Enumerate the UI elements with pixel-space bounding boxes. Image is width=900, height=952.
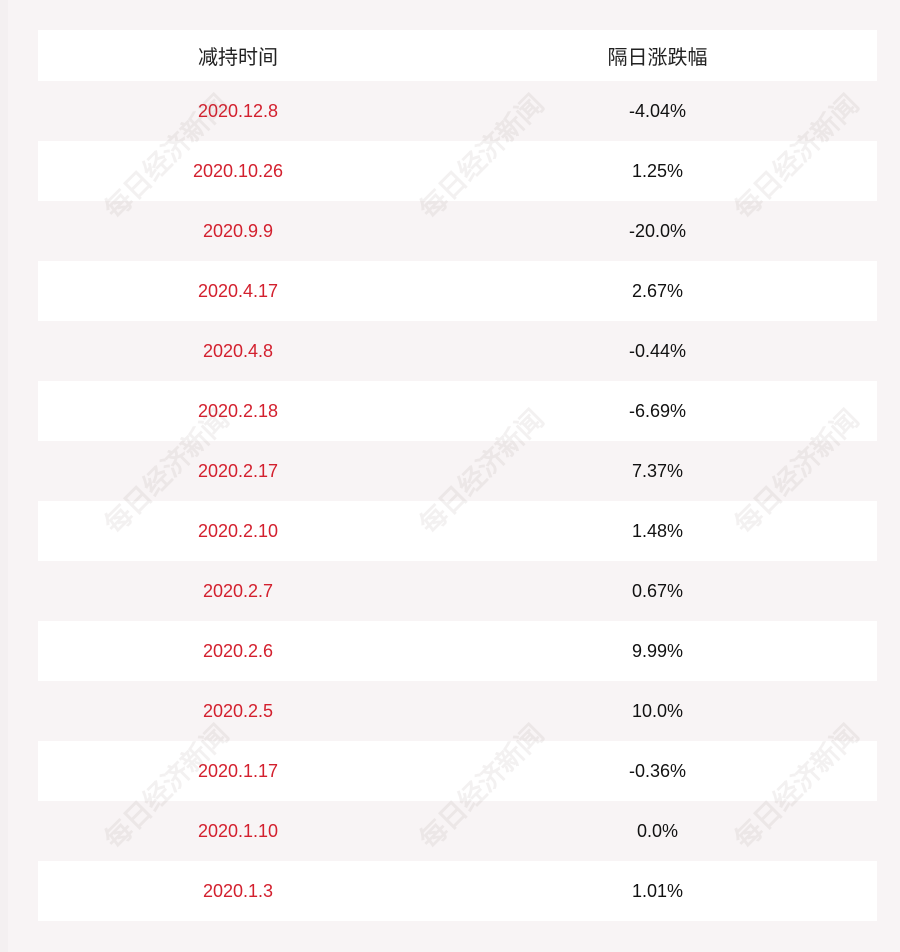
table-row: 2020.2.6 9.99% xyxy=(38,621,877,681)
date-cell: 2020.12.8 xyxy=(197,100,279,121)
table-row: 2020.2.10 1.48% xyxy=(38,501,877,561)
table-row: 2020.2.17 7.37% xyxy=(38,441,877,501)
change-cell: 7.37% xyxy=(631,460,684,481)
change-cell: 10.0% xyxy=(631,700,684,721)
table-row: 2020.1.3 1.01% xyxy=(38,861,877,921)
date-cell: 2020.1.3 xyxy=(202,880,274,901)
table-row: 2020.2.7 0.67% xyxy=(38,561,877,621)
table-row: 2020.9.9 -20.0% xyxy=(38,201,877,261)
change-cell: 0.0% xyxy=(636,820,679,841)
change-cell: -0.44% xyxy=(628,340,687,361)
table-row: 2020.2.5 10.0% xyxy=(38,681,877,741)
date-cell: 2020.2.18 xyxy=(197,400,279,421)
table-row: 2020.4.8 -0.44% xyxy=(38,321,877,381)
change-cell: -4.04% xyxy=(628,100,687,121)
change-cell: 9.99% xyxy=(631,640,684,661)
table-row: 2020.1.17 -0.36% xyxy=(38,741,877,801)
date-cell: 2020.9.9 xyxy=(202,220,274,241)
change-cell: -20.0% xyxy=(628,220,687,241)
change-cell: 2.67% xyxy=(631,280,684,301)
date-cell: 2020.2.6 xyxy=(202,640,274,661)
date-cell: 2020.1.17 xyxy=(197,760,279,781)
header-cell: 隔日涨跌幅 xyxy=(607,47,708,69)
date-cell: 2020.4.17 xyxy=(197,280,279,301)
table-row: 2020.1.10 0.0% xyxy=(38,801,877,861)
header-cell: 减持时间 xyxy=(198,47,278,69)
change-cell: -6.69% xyxy=(628,400,687,421)
change-cell: 1.25% xyxy=(631,160,684,181)
table-row: 2020.4.17 2.67% xyxy=(38,261,877,321)
table-row: 2020.12.8 -4.04% xyxy=(38,81,877,141)
header-row: 减持时间 隔日涨跌幅 xyxy=(38,30,877,81)
date-cell: 2020.2.5 xyxy=(202,700,274,721)
change-cell: 0.67% xyxy=(631,580,684,601)
date-cell: 2020.10.26 xyxy=(192,160,284,181)
change-cell: 1.48% xyxy=(631,520,684,541)
date-cell: 2020.1.10 xyxy=(197,820,279,841)
date-cell: 2020.4.8 xyxy=(202,340,274,361)
change-cell: 1.01% xyxy=(631,880,684,901)
table: 减持时间 隔日涨跌幅 2020.12.8 -4.04% 2020.10.26 1.25… xyxy=(38,30,877,921)
date-cell: 2020.2.17 xyxy=(197,460,279,481)
table-row: 2020.2.18 -6.69% xyxy=(38,381,877,441)
table-row: 2020.10.26 1.25% xyxy=(38,141,877,201)
date-cell: 2020.2.10 xyxy=(197,520,279,541)
date-cell: 2020.2.7 xyxy=(202,580,274,601)
change-cell: -0.36% xyxy=(628,760,687,781)
